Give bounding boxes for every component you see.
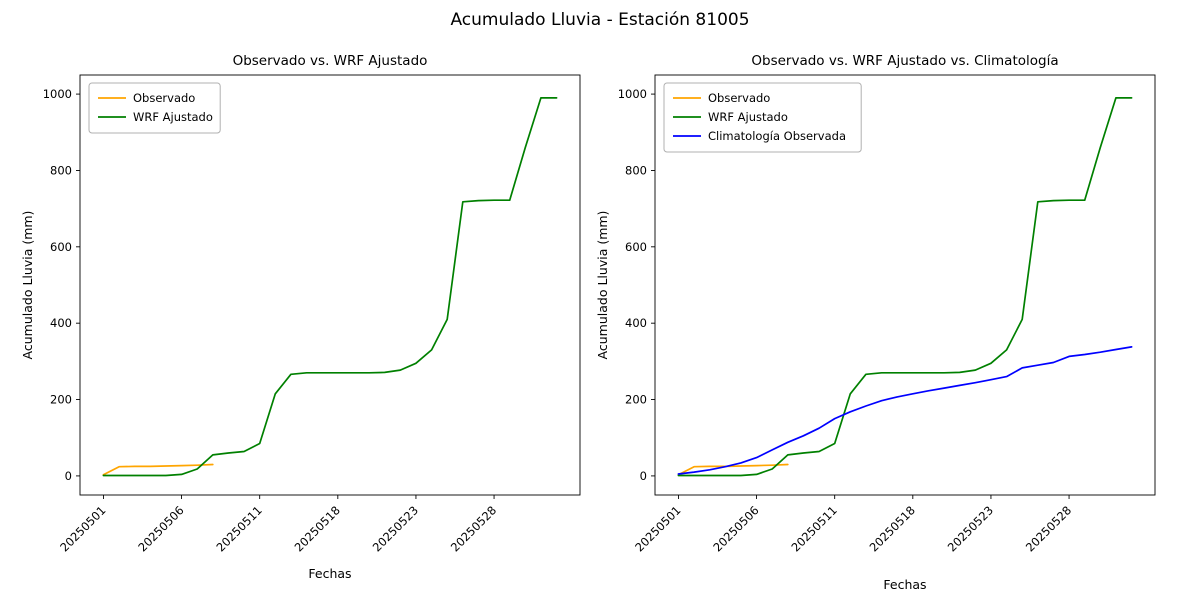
- right-chart: 0 200 400 600 800 1000 20250501 20250506 2025051…: [618, 74, 1156, 555]
- x-tick-label: 20250528: [448, 503, 499, 554]
- y-tick-label: 200: [50, 393, 72, 407]
- y-tick-label: 800: [625, 163, 647, 177]
- x-tick-label: 20250511: [789, 503, 840, 554]
- right-chart-title: Observado vs. WRF Ajustado vs. Climatolo…: [751, 53, 1059, 69]
- y-tick-label: 400: [50, 316, 72, 330]
- legend-box: [663, 82, 862, 153]
- legend-label-observado: Observado: [133, 91, 195, 105]
- series-line-wrf-ajustado: [102, 97, 558, 477]
- series-line-observado: [102, 463, 214, 476]
- y-tick-label: 400: [625, 316, 647, 330]
- y-tick-label: 800: [50, 163, 72, 177]
- x-tick-label: 20250511: [214, 503, 265, 554]
- x-tick-label: 20250518: [292, 503, 343, 554]
- left-x-axis-label: Fechas: [308, 566, 352, 581]
- y-tick-label: 0: [640, 469, 647, 483]
- series-line-wrf-ajustado: [677, 97, 1133, 477]
- axes-frame: [79, 74, 581, 496]
- legend-label-wrf-ajustado: WRF Ajustado: [708, 110, 788, 124]
- legend-box: [88, 82, 221, 134]
- x-tick-label: 20250501: [57, 503, 108, 554]
- x-tick-label: 20250506: [710, 503, 761, 554]
- x-tick-label: 20250501: [632, 503, 683, 554]
- x-tick-label: 20250506: [135, 503, 186, 554]
- left-chart: 0 200 400 600 800 1000 20250501 20250506 2025051…: [43, 74, 581, 555]
- x-tick-label: 20250518: [867, 503, 918, 554]
- series-line-climatolog-a-observada: [677, 346, 1133, 475]
- y-tick-label: 200: [625, 393, 647, 407]
- y-tick-label: 1000: [43, 87, 72, 101]
- legend-label-climatolog-a-observada: Climatología Observada: [708, 129, 846, 143]
- y-tick-label: 600: [50, 240, 72, 254]
- y-tick-label: 600: [625, 240, 647, 254]
- y-tick-label: 0: [65, 469, 72, 483]
- x-tick-label: 20250528: [1023, 503, 1074, 554]
- left-chart-title: Observado vs. WRF Ajustado: [232, 53, 428, 69]
- legend-label-observado: Observado: [708, 91, 770, 105]
- right-x-axis-label: Fechas: [883, 577, 927, 592]
- series-line-observado: [677, 463, 789, 476]
- x-tick-label: 20250523: [945, 503, 996, 554]
- y-tick-label: 1000: [618, 87, 647, 101]
- x-tick-label: 20250523: [370, 503, 421, 554]
- legend-label-wrf-ajustado: WRF Ajustado: [133, 110, 213, 124]
- figure-title: Acumulado Lluvia - Estación 81005: [450, 10, 750, 30]
